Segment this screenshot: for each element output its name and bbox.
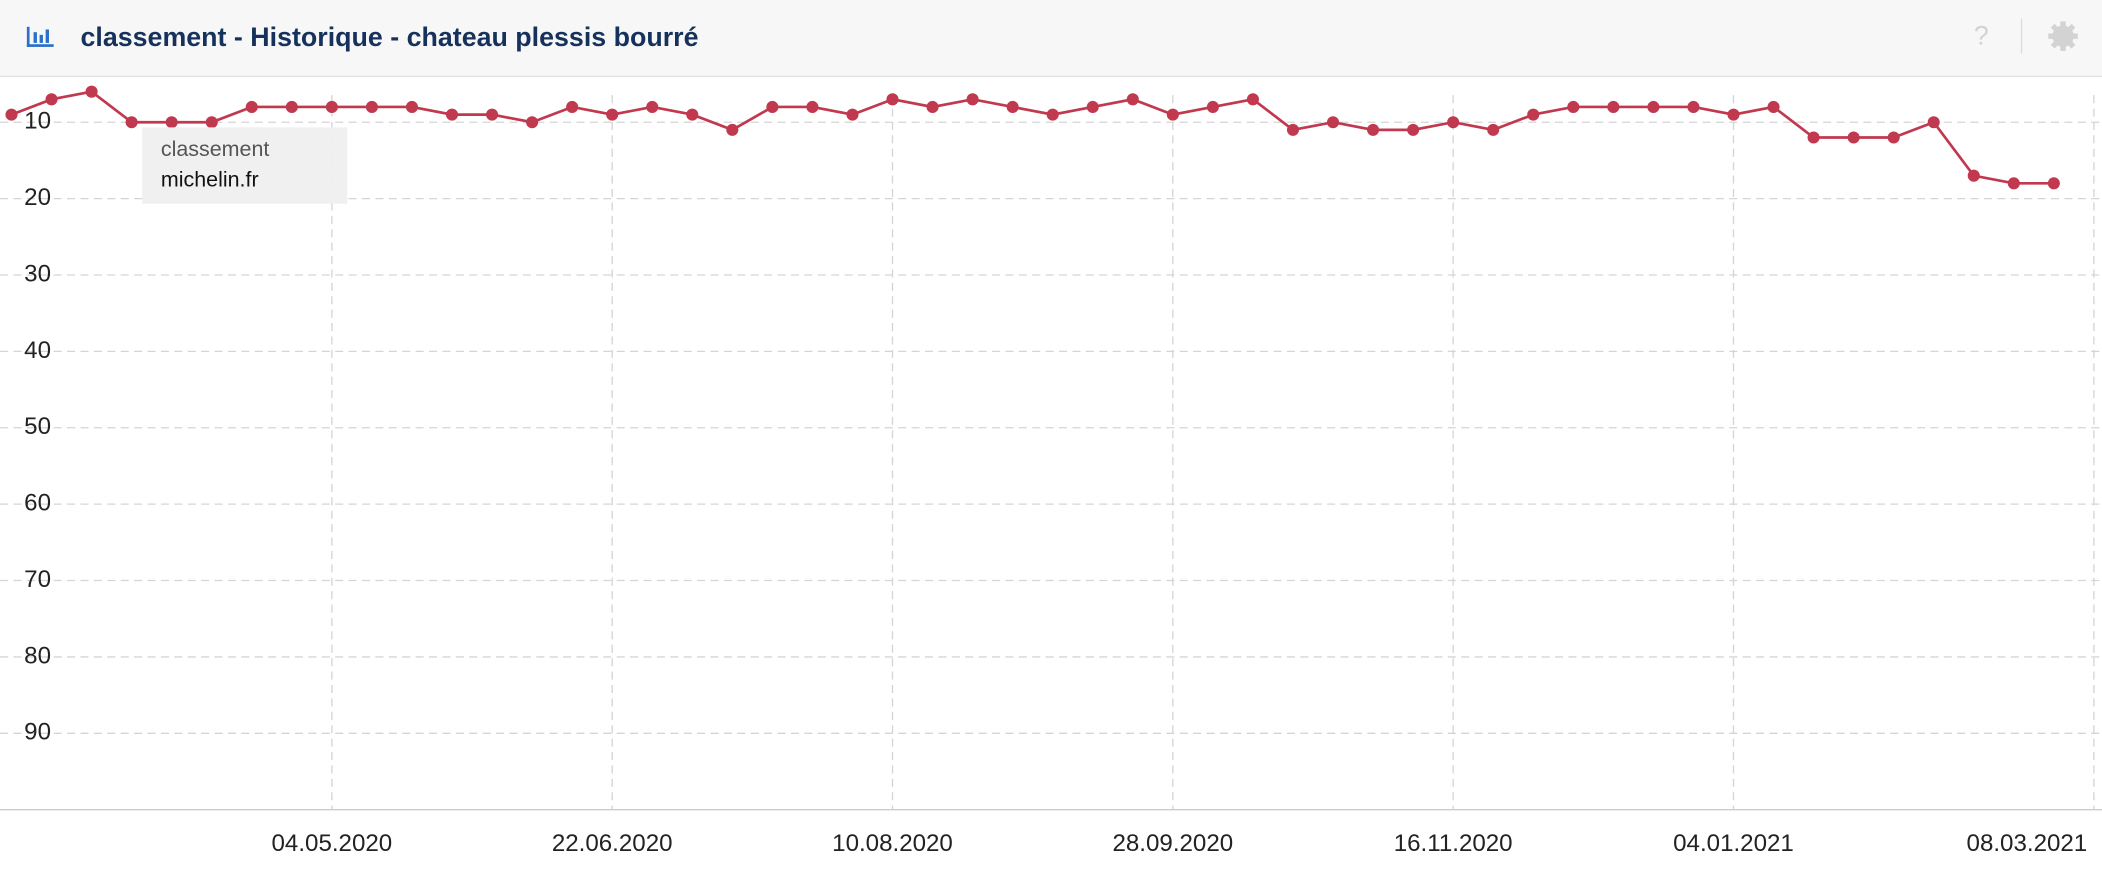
data-point (165, 116, 178, 129)
y-tick-label: 30 (24, 260, 51, 287)
x-tick-label: 04.05.2020 (272, 830, 393, 857)
data-point (1567, 100, 1580, 113)
svg-text:?: ? (1974, 21, 1989, 51)
data-point (526, 116, 539, 129)
data-point (125, 116, 138, 129)
x-tick-label: 04.01.2021 (1673, 830, 1794, 857)
tooltip: classement michelin.fr (142, 127, 348, 204)
x-tick-label: 08.03.2021 (1967, 830, 2088, 857)
data-point (1967, 169, 1980, 182)
data-point (1527, 108, 1540, 121)
data-point (85, 85, 98, 98)
data-point (966, 93, 979, 106)
data-point (445, 108, 459, 121)
header-bar (0, 0, 2102, 77)
data-point (1286, 123, 1300, 136)
y-tick-label: 50 (24, 413, 51, 440)
help-icon[interactable]: ? (1967, 21, 1996, 51)
x-tick-label: 10.08.2020 (832, 830, 953, 857)
data-point (1086, 100, 1099, 113)
series-line (11, 90, 2054, 185)
data-point (1126, 93, 1139, 106)
data-point (1407, 123, 1420, 136)
tooltip-title: classement (161, 137, 269, 161)
data-point (405, 100, 418, 113)
data-point (45, 93, 58, 106)
data-point (245, 100, 258, 113)
data-point (1246, 93, 1259, 106)
data-point (1887, 131, 1900, 144)
y-tick-label: 10 (24, 108, 51, 135)
data-point (1447, 116, 1460, 129)
data-point (806, 100, 819, 113)
x-tick-label: 28.09.2020 (1113, 830, 1234, 857)
data-point (1607, 100, 1620, 113)
data-point (726, 123, 739, 136)
data-point (686, 108, 699, 121)
x-tick-label: 22.06.2020 (552, 830, 673, 857)
y-tick-label: 80 (24, 642, 51, 669)
data-point (1767, 100, 1780, 113)
y-tick-label: 70 (24, 566, 51, 593)
data-point (5, 108, 18, 121)
data-point (1206, 100, 1219, 113)
data-point (1006, 100, 1019, 113)
header-title: classement - Historique - chateau plessi… (80, 22, 698, 52)
data-point (2047, 177, 2060, 190)
data-point (846, 108, 859, 121)
data-point (1166, 108, 1179, 121)
data-point (285, 100, 298, 113)
data-point (606, 108, 619, 121)
data-point (1847, 131, 1860, 144)
data-point (1807, 131, 1820, 144)
data-point (1046, 108, 1059, 121)
data-point (566, 100, 579, 113)
data-point (1927, 116, 1940, 129)
data-point (365, 100, 378, 113)
data-point (486, 108, 499, 121)
data-point (1647, 100, 1660, 113)
settings-icon[interactable] (2048, 21, 2078, 51)
x-tick-label: 16.11.2020 (1394, 830, 1513, 857)
y-tick-label: 40 (24, 337, 51, 364)
data-point (205, 116, 218, 129)
y-tick-label: 60 (24, 490, 51, 517)
chart-icon (26, 26, 54, 47)
tooltip-series: michelin.fr (161, 168, 259, 192)
data-point (1487, 123, 1500, 136)
data-point (886, 93, 899, 106)
data-point (325, 100, 338, 113)
data-point (926, 100, 939, 113)
data-point (1687, 100, 1700, 113)
data-point (1367, 123, 1380, 136)
y-tick-label: 90 (24, 719, 51, 746)
data-point (766, 100, 779, 113)
data-point (1326, 116, 1340, 129)
data-point (1727, 108, 1740, 121)
y-tick-label: 20 (24, 184, 51, 211)
data-point (646, 100, 659, 113)
data-point (2007, 177, 2020, 190)
